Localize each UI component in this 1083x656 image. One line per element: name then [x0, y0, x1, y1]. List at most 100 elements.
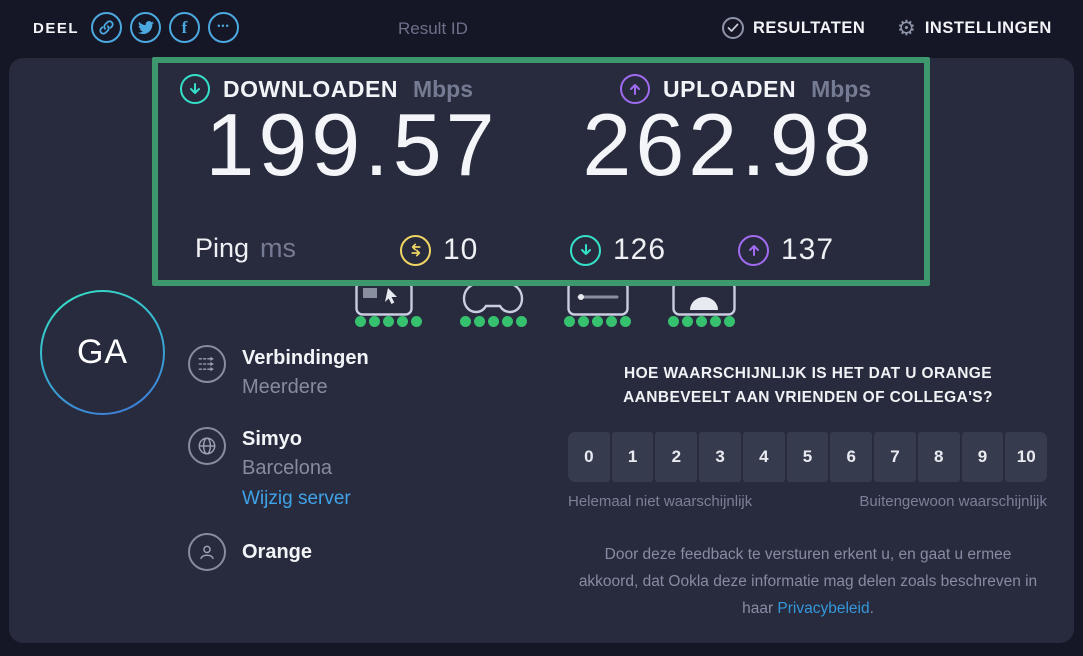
rating-dot	[696, 316, 707, 327]
change-server-link[interactable]: Wijzig server	[242, 488, 351, 509]
download-arrow-icon	[180, 74, 210, 104]
connections-icon	[188, 345, 226, 383]
nps-scale-labels: Helemaal niet waarschijnlijk Buitengewoo…	[568, 493, 1047, 510]
ping-upload-metric: 137	[738, 233, 834, 267]
rating-dot	[397, 316, 408, 327]
privacy-policy-link[interactable]: Privacybeleid	[777, 600, 870, 617]
link-icon	[98, 19, 115, 36]
nps-score-7[interactable]: 7	[874, 432, 916, 482]
rating-dots	[355, 316, 422, 327]
rating-dot	[502, 316, 513, 327]
upload-value: 262.98	[582, 95, 876, 194]
upload-unit: Mbps	[811, 75, 872, 102]
settings-nav-button[interactable]: ⚙ INSTELLINGEN	[897, 17, 1052, 39]
rating-dot	[474, 316, 485, 327]
server-globe-icon	[188, 427, 226, 465]
more-icon: •••	[217, 21, 230, 31]
rating-dots	[668, 316, 735, 327]
result-panel	[9, 58, 1074, 643]
rating-dot	[411, 316, 422, 327]
rating-dots	[564, 316, 631, 327]
rating-dot	[578, 316, 589, 327]
rating-dot	[383, 316, 394, 327]
feedback-disclaimer: Door deze feedback te versturen erkent u…	[574, 541, 1042, 622]
ping-label: Ping	[195, 233, 250, 263]
rating-dot	[620, 316, 631, 327]
rating-dot	[710, 316, 721, 327]
ping-upload-icon	[738, 234, 769, 266]
nps-score-8[interactable]: 8	[917, 432, 960, 482]
rating-dot	[355, 316, 366, 327]
results-nav-button[interactable]: RESULTATEN	[722, 17, 865, 39]
rating-dot	[592, 316, 603, 327]
rating-dot	[564, 316, 575, 327]
rating-dot	[516, 316, 527, 327]
rating-dot	[606, 316, 617, 327]
server-name: Simyo	[242, 428, 303, 450]
nps-score-1[interactable]: 1	[611, 432, 654, 482]
share-facebook-button[interactable]: f	[169, 12, 200, 43]
nps-low-label: Helemaal niet waarschijnlijk	[568, 493, 753, 510]
download-value: 199.57	[205, 95, 499, 194]
ping-download-value: 126	[613, 233, 667, 266]
ping-download-metric: 126	[570, 233, 666, 267]
nps-question: HOE WAARSCHIJNLIJK IS HET DAT U ORANGE A…	[568, 362, 1048, 410]
gaming-icon	[458, 280, 528, 321]
ping-download-icon	[570, 234, 601, 266]
browsing-icon	[355, 280, 413, 321]
isp-person-icon	[188, 533, 226, 571]
streaming-icon	[567, 280, 629, 321]
download-header: DOWNLOADEN Mbps	[180, 74, 473, 104]
upload-label: UPLOADEN	[663, 75, 797, 102]
result-id-label: Result ID	[398, 19, 468, 38]
ping-header: Ping ms	[195, 233, 296, 264]
rating-dot	[369, 316, 380, 327]
upload-arrow-icon	[620, 74, 650, 104]
upload-header: UPLOADEN Mbps	[620, 74, 871, 104]
share-twitter-button[interactable]	[130, 12, 161, 43]
twitter-icon	[137, 20, 154, 35]
gear-icon: ⚙	[897, 16, 916, 40]
idle-latency-icon	[400, 234, 431, 266]
rating-dots	[460, 316, 527, 327]
rating-dot	[682, 316, 693, 327]
ping-unit: ms	[260, 233, 297, 263]
rating-dot	[460, 316, 471, 327]
connections-title: Verbindingen	[242, 347, 369, 369]
nps-score-2[interactable]: 2	[655, 432, 698, 482]
nps-score-6[interactable]: 6	[830, 432, 873, 482]
share-more-button[interactable]: •••	[208, 12, 239, 43]
nps-score-4[interactable]: 4	[742, 432, 785, 482]
avatar-initials: GA	[42, 292, 163, 413]
check-circle-icon	[722, 17, 744, 39]
ping-upload-value: 137	[781, 233, 835, 266]
share-label: DEEL	[33, 20, 80, 37]
rating-dot	[488, 316, 499, 327]
nps-high-label: Buitengewoon waarschijnlijk	[859, 493, 1047, 510]
nps-score-3[interactable]: 3	[699, 432, 741, 482]
results-nav-label: RESULTATEN	[753, 18, 866, 37]
nps-score-10[interactable]: 10	[1005, 432, 1048, 482]
disclaimer-period: .	[869, 600, 874, 617]
avatar: GA	[40, 290, 165, 415]
nps-score-0[interactable]: 0	[568, 432, 610, 482]
download-label: DOWNLOADEN	[223, 75, 398, 102]
nps-question-line2: AANBEVEELT AAN VRIENDEN OF COLLEGA'S?	[623, 389, 993, 406]
settings-nav-label: INSTELLINGEN	[924, 18, 1052, 37]
nps-score-9[interactable]: 9	[961, 432, 1004, 482]
disclaimer-text: Door deze feedback te versturen erkent u…	[578, 546, 1038, 617]
facebook-icon: f	[181, 17, 188, 37]
ping-idle-metric: 10	[400, 233, 478, 267]
ping-idle-value: 10	[443, 233, 479, 266]
server-location: Barcelona	[242, 457, 333, 479]
isp-name: Orange	[242, 541, 313, 563]
video-chat-icon	[672, 280, 736, 321]
share-link-button[interactable]	[91, 12, 122, 43]
nps-question-line1: HOE WAARSCHIJNLIJK IS HET DAT U ORANGE	[624, 365, 992, 382]
nps-score-5[interactable]: 5	[786, 432, 829, 482]
connections-value: Meerdere	[242, 376, 328, 398]
top-bar: DEEL f ••• Result ID RESULTATEN ⚙	[0, 0, 1083, 56]
rating-dot	[668, 316, 679, 327]
rating-dot	[724, 316, 735, 327]
nps-scale: 0 1 2 3 4 5 6 7 8 9 10	[568, 432, 1048, 482]
